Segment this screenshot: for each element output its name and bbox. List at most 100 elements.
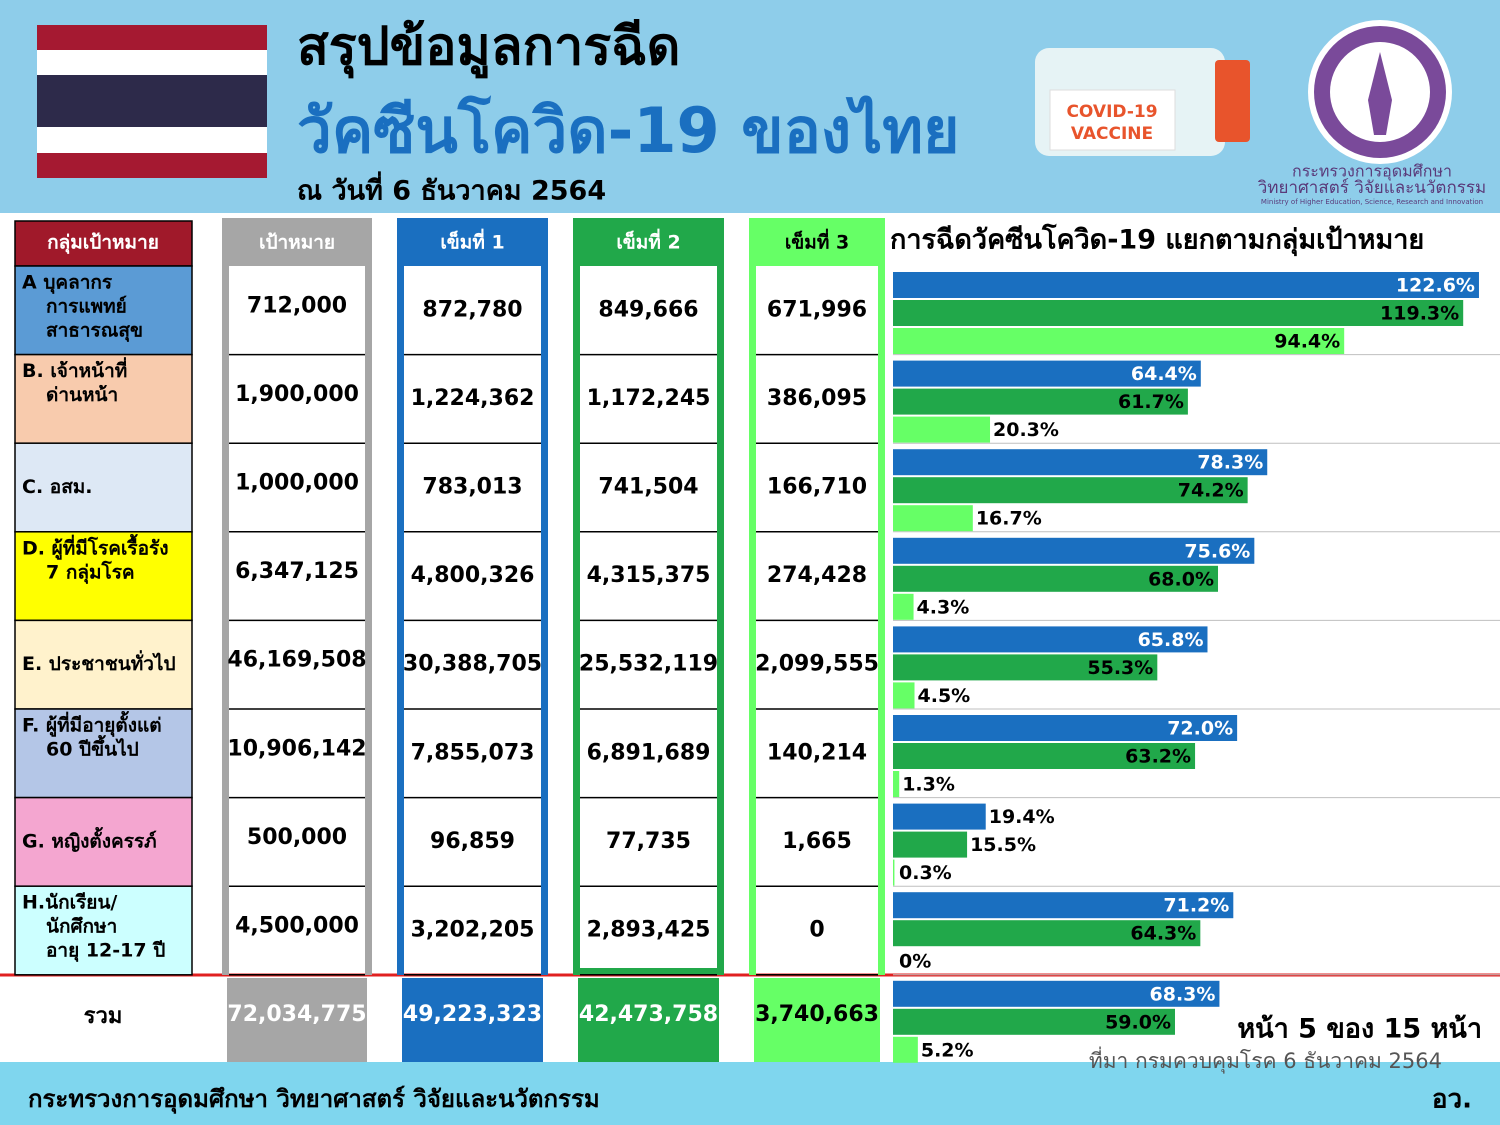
bar xyxy=(893,477,1248,504)
column-header: เป้าหมาย xyxy=(259,232,335,254)
header-cell xyxy=(222,218,372,266)
bar xyxy=(893,654,1158,681)
row-label-cell xyxy=(14,442,193,533)
cell-value: 4,315,375 xyxy=(587,563,711,588)
bar-label: 64.4% xyxy=(1131,363,1197,385)
column-border xyxy=(222,266,229,975)
bar xyxy=(893,743,1196,769)
bar-label: 94.4% xyxy=(1274,331,1340,353)
bar xyxy=(893,300,1464,326)
row-label-cell xyxy=(14,885,193,976)
column-border xyxy=(397,266,404,975)
bar-label: 78.3% xyxy=(1197,452,1263,474)
total-cell xyxy=(754,978,880,1062)
bar xyxy=(893,328,1345,354)
cell-value: 274,428 xyxy=(767,563,867,588)
cell-value: 1,000,000 xyxy=(235,471,359,496)
thai-flag xyxy=(37,25,267,178)
total-value: 42,473,758 xyxy=(579,1002,718,1027)
column-header: เข็มที่ 1 xyxy=(440,229,504,254)
header-cell xyxy=(573,218,724,266)
column-header: เข็มที่ 3 xyxy=(785,229,849,254)
ministry-logo xyxy=(1308,20,1452,164)
row-label-cell xyxy=(14,796,193,887)
cell-value: 783,013 xyxy=(422,475,522,500)
page-number: หน้า 5 ของ 15 หน้า xyxy=(1237,1014,1482,1045)
row-label: B. เจ้าหน้าที่ xyxy=(22,357,127,382)
bar xyxy=(893,803,986,830)
bar xyxy=(893,626,1208,653)
bar xyxy=(893,771,900,797)
column-border xyxy=(717,266,724,975)
row-label: อายุ 12-17 ปี xyxy=(46,940,165,963)
bar-label: 122.6% xyxy=(1396,275,1475,297)
row-label-cell xyxy=(14,531,193,622)
row-label-cell xyxy=(14,708,193,799)
bar xyxy=(893,980,1220,1007)
cell-value: 3,202,205 xyxy=(411,918,535,943)
bar-label: 20.3% xyxy=(993,419,1059,441)
cell-value: 741,504 xyxy=(598,475,698,500)
cell-value: 0 xyxy=(809,918,824,943)
bar-label: 55.3% xyxy=(1087,657,1153,679)
row-label: F. ผู้ที่มีอายุตั้งแต่ xyxy=(22,711,162,738)
total-cell xyxy=(402,978,543,1062)
column-border xyxy=(365,266,372,975)
row-label: A บุคลากร xyxy=(22,272,113,295)
vaccine-label: COVID-19 xyxy=(1066,102,1157,122)
row-label-cell xyxy=(14,265,193,356)
cell-value: 10,906,142 xyxy=(227,736,366,761)
cell-value: 712,000 xyxy=(247,293,347,318)
total-label: รวม xyxy=(84,1004,123,1029)
column-border xyxy=(749,266,756,975)
total-cell xyxy=(578,978,719,1062)
bar-label: 68.3% xyxy=(1150,983,1216,1005)
footer-ministry: กระทรวงการอุดมศึกษา วิทยาศาสตร์ วิจัยและ… xyxy=(28,1085,600,1115)
row-label-cell xyxy=(14,353,193,444)
title-line1: สรุปข้อมูลการฉีด xyxy=(297,17,680,79)
cell-value: 872,780 xyxy=(422,297,522,322)
bar-label: 63.2% xyxy=(1125,746,1191,768)
cell-value: 96,859 xyxy=(430,829,515,854)
bar xyxy=(893,537,1255,564)
bar xyxy=(893,388,1188,415)
source: ที่มา กรมควบคุมโรค 6 ธันวาคม 2564 xyxy=(1089,1046,1442,1074)
cell-value: 386,095 xyxy=(767,386,867,411)
row-label: 7 กลุ่มโรค xyxy=(46,560,135,584)
row-label: การแพทย์ xyxy=(46,296,127,318)
cell-value: 77,735 xyxy=(606,829,691,854)
column-border xyxy=(878,266,885,975)
total-value: 49,223,323 xyxy=(403,1002,542,1027)
bar-label: 72.0% xyxy=(1167,718,1233,740)
bar-label: 4.5% xyxy=(918,685,971,707)
cell-value: 2,893,425 xyxy=(587,918,711,943)
bar-label: 64.3% xyxy=(1130,923,1196,945)
bar xyxy=(893,859,895,886)
bar-label: 119.3% xyxy=(1380,303,1459,325)
column-header: กลุ่มเป้าหมาย xyxy=(47,232,159,255)
vaccine-label: VACCINE xyxy=(1071,124,1153,144)
row-label: E. ประชาชนทั่วไป xyxy=(22,650,176,675)
header-cell xyxy=(397,218,548,266)
column-border xyxy=(573,266,580,975)
row-label: G. หญิงตั้งครรภ์ xyxy=(22,826,157,852)
vaccine-bottle xyxy=(1035,48,1250,156)
ministry-th: วิทยาศาสตร์ วิจัยและนวัตกรรม xyxy=(1257,178,1486,198)
bar-label: 65.8% xyxy=(1138,629,1204,651)
bar xyxy=(893,715,1238,741)
bar xyxy=(893,920,1201,947)
cell-value: 1,900,000 xyxy=(235,382,359,407)
bar-label: 74.2% xyxy=(1178,480,1244,502)
bar-label: 1.3% xyxy=(902,774,955,796)
date: ณ วันที่ 6 ธันวาคม 2564 xyxy=(297,171,606,207)
bar xyxy=(893,360,1201,387)
bar-label: 68.0% xyxy=(1148,568,1214,590)
bar-label: 19.4% xyxy=(989,806,1055,828)
ministry-en: Ministry of Higher Education, Science, R… xyxy=(1261,198,1483,206)
bar-label: 61.7% xyxy=(1118,391,1184,413)
bar xyxy=(893,831,968,858)
bar-label: 71.2% xyxy=(1163,895,1229,917)
cell-value: 671,996 xyxy=(767,297,867,322)
row-label: ด่านหน้า xyxy=(46,384,118,406)
